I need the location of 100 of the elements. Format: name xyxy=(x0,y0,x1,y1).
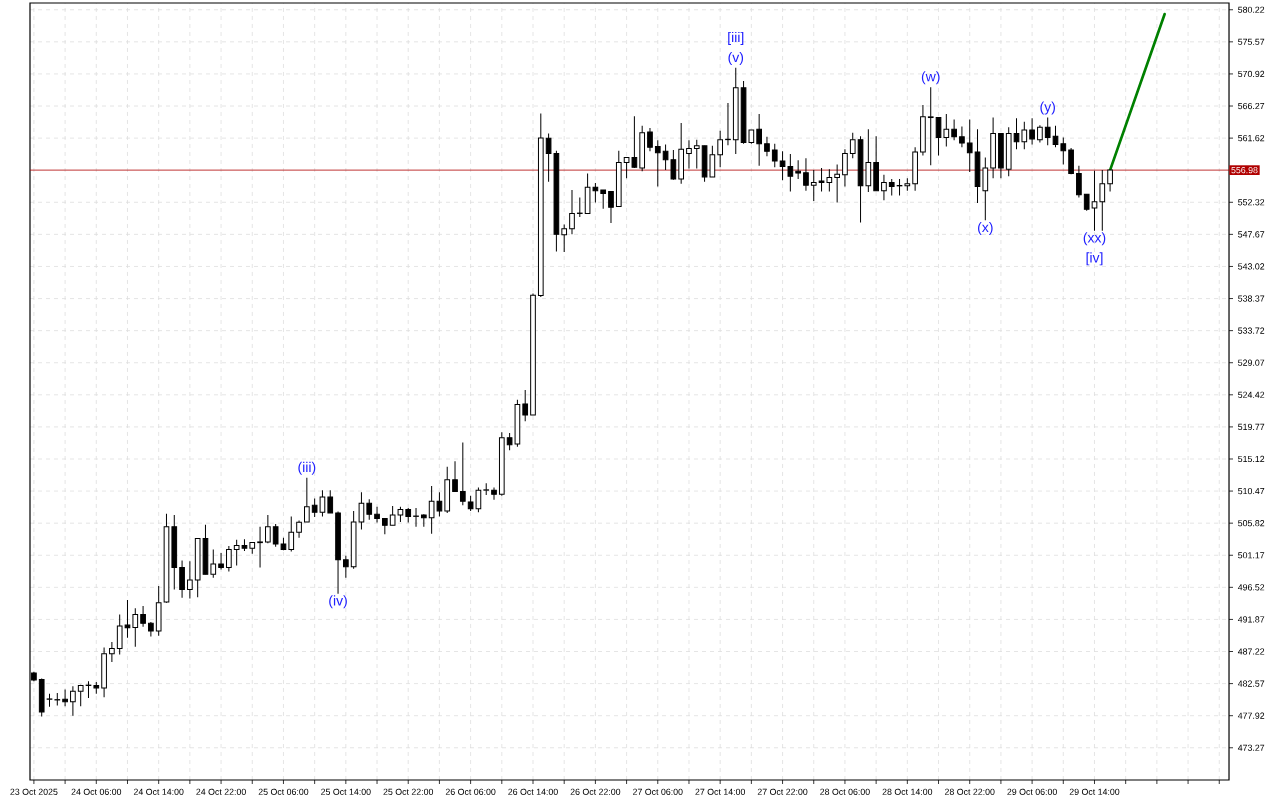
candlestick xyxy=(951,119,957,141)
x-tick-label: 28 Oct 06:00 xyxy=(820,788,870,795)
candlestick xyxy=(327,489,334,514)
candlestick xyxy=(452,460,458,493)
x-tick-label: 26 Oct 22:00 xyxy=(570,788,621,795)
annotation: [iv] xyxy=(1086,252,1103,266)
candlestick xyxy=(1068,147,1074,175)
y-tick-label: 491.87 xyxy=(1237,616,1265,623)
candlestick xyxy=(881,174,887,201)
y-tick-label: 543.02 xyxy=(1238,263,1265,270)
y-tick-label: 570.92 xyxy=(1238,70,1265,78)
y-tick-label: 533.72 xyxy=(1238,327,1265,334)
candlestick xyxy=(803,157,809,192)
candlestick xyxy=(693,139,700,170)
candlestick xyxy=(569,189,575,235)
y-tick-label: 482.57 xyxy=(1237,680,1265,687)
y-tick-label: 575.57 xyxy=(1238,38,1265,45)
candlestick xyxy=(288,515,295,553)
y-tick-label: 473.27 xyxy=(1237,744,1265,751)
y-tick-label: 510.47 xyxy=(1238,487,1265,495)
candlestick xyxy=(522,389,529,422)
annotation: [iii] xyxy=(728,31,744,45)
y-tick-label: 580.22 xyxy=(1238,6,1265,13)
candlestick xyxy=(1021,121,1028,150)
x-tick-label: 27 Oct 22:00 xyxy=(757,788,808,795)
candlestick xyxy=(654,139,661,188)
candlestick xyxy=(647,127,653,152)
x-tick-label: 27 Oct 06:00 xyxy=(633,788,683,795)
x-tick-label: 28 Oct 22:00 xyxy=(944,788,995,795)
y-tick-label: 529.07 xyxy=(1238,359,1265,366)
candlestick xyxy=(959,126,965,148)
candlestick xyxy=(1107,169,1113,192)
y-tick-label: 496.52 xyxy=(1237,584,1265,591)
candlestick xyxy=(834,163,840,203)
candlestick xyxy=(600,189,607,210)
candlestick xyxy=(795,159,801,180)
candlestick xyxy=(187,560,193,600)
candlestick xyxy=(561,224,568,253)
x-tick-label: 29 Oct 06:00 xyxy=(1007,788,1057,795)
candlestick xyxy=(1044,117,1051,146)
candlestick xyxy=(218,552,224,571)
annotation: (iv) xyxy=(329,595,347,609)
ref-line-label: 556.98 xyxy=(1231,167,1258,174)
candlestick xyxy=(62,689,68,707)
candlestick xyxy=(1076,165,1082,199)
candlestick xyxy=(1029,117,1035,145)
candlestick xyxy=(210,549,217,579)
annotation: (w) xyxy=(921,71,940,85)
y-tick-label: 501.17 xyxy=(1238,552,1265,559)
candlestick xyxy=(764,136,770,157)
x-tick-label: 25 Oct 06:00 xyxy=(258,788,309,795)
candlestick xyxy=(374,506,380,524)
annotation: (x) xyxy=(978,221,993,236)
x-tick-label: 26 Oct 06:00 xyxy=(445,788,496,795)
y-tick-label: 552.32 xyxy=(1238,199,1265,206)
candlestick xyxy=(366,498,373,521)
x-tick-label: 27 Oct 14:00 xyxy=(695,788,746,795)
candlestick xyxy=(717,130,723,168)
candlestick xyxy=(109,641,115,663)
candlestick xyxy=(459,442,466,506)
candlestick xyxy=(304,477,310,523)
x-tick-label: 26 Oct 14:00 xyxy=(508,788,558,795)
x-tick-label: 24 Oct 14:00 xyxy=(133,788,184,795)
y-tick-label: 547.67 xyxy=(1238,231,1265,238)
candlestick xyxy=(771,143,778,168)
candlestick xyxy=(257,526,263,568)
y-tick-label: 561.62 xyxy=(1238,134,1265,142)
candlestick xyxy=(756,113,762,167)
y-tick-label: 477.92 xyxy=(1237,712,1265,719)
candlestick xyxy=(1060,137,1067,165)
x-tick-label: 28 Oct 14:00 xyxy=(882,788,933,795)
candlestick xyxy=(265,514,271,544)
candlestick xyxy=(413,507,419,528)
x-tick-label: 29 Oct 14:00 xyxy=(1069,788,1120,795)
candlestick xyxy=(343,555,349,579)
annotation: (v) xyxy=(728,51,744,65)
annotation: (xx) xyxy=(1083,232,1106,246)
x-tick-label: 24 Oct 06:00 xyxy=(71,788,122,795)
y-tick-label: 524.42 xyxy=(1238,391,1265,398)
candlestick xyxy=(849,132,856,159)
x-tick-label: 25 Oct 14:00 xyxy=(321,788,371,795)
y-tick-label: 515.12 xyxy=(1238,455,1265,463)
candlestick xyxy=(70,685,76,717)
candlestick xyxy=(576,197,583,218)
candlestick xyxy=(686,139,692,170)
candlestick xyxy=(132,607,139,648)
annotation: (y) xyxy=(1040,101,1055,115)
candlestick xyxy=(927,86,934,166)
y-tick-label: 519.77 xyxy=(1238,423,1265,431)
candlestick xyxy=(491,486,497,501)
y-tick-label: 566.27 xyxy=(1238,102,1265,110)
candlestick xyxy=(226,545,232,573)
candlestick xyxy=(608,190,614,224)
x-tick-label: 24 Oct 22:00 xyxy=(196,788,246,795)
candlestick xyxy=(179,560,185,599)
y-tick-label: 505.82 xyxy=(1238,520,1265,527)
candlestick xyxy=(842,148,848,188)
candlestick xyxy=(1099,169,1106,232)
candlestick xyxy=(140,605,146,628)
candlestick xyxy=(966,119,973,173)
